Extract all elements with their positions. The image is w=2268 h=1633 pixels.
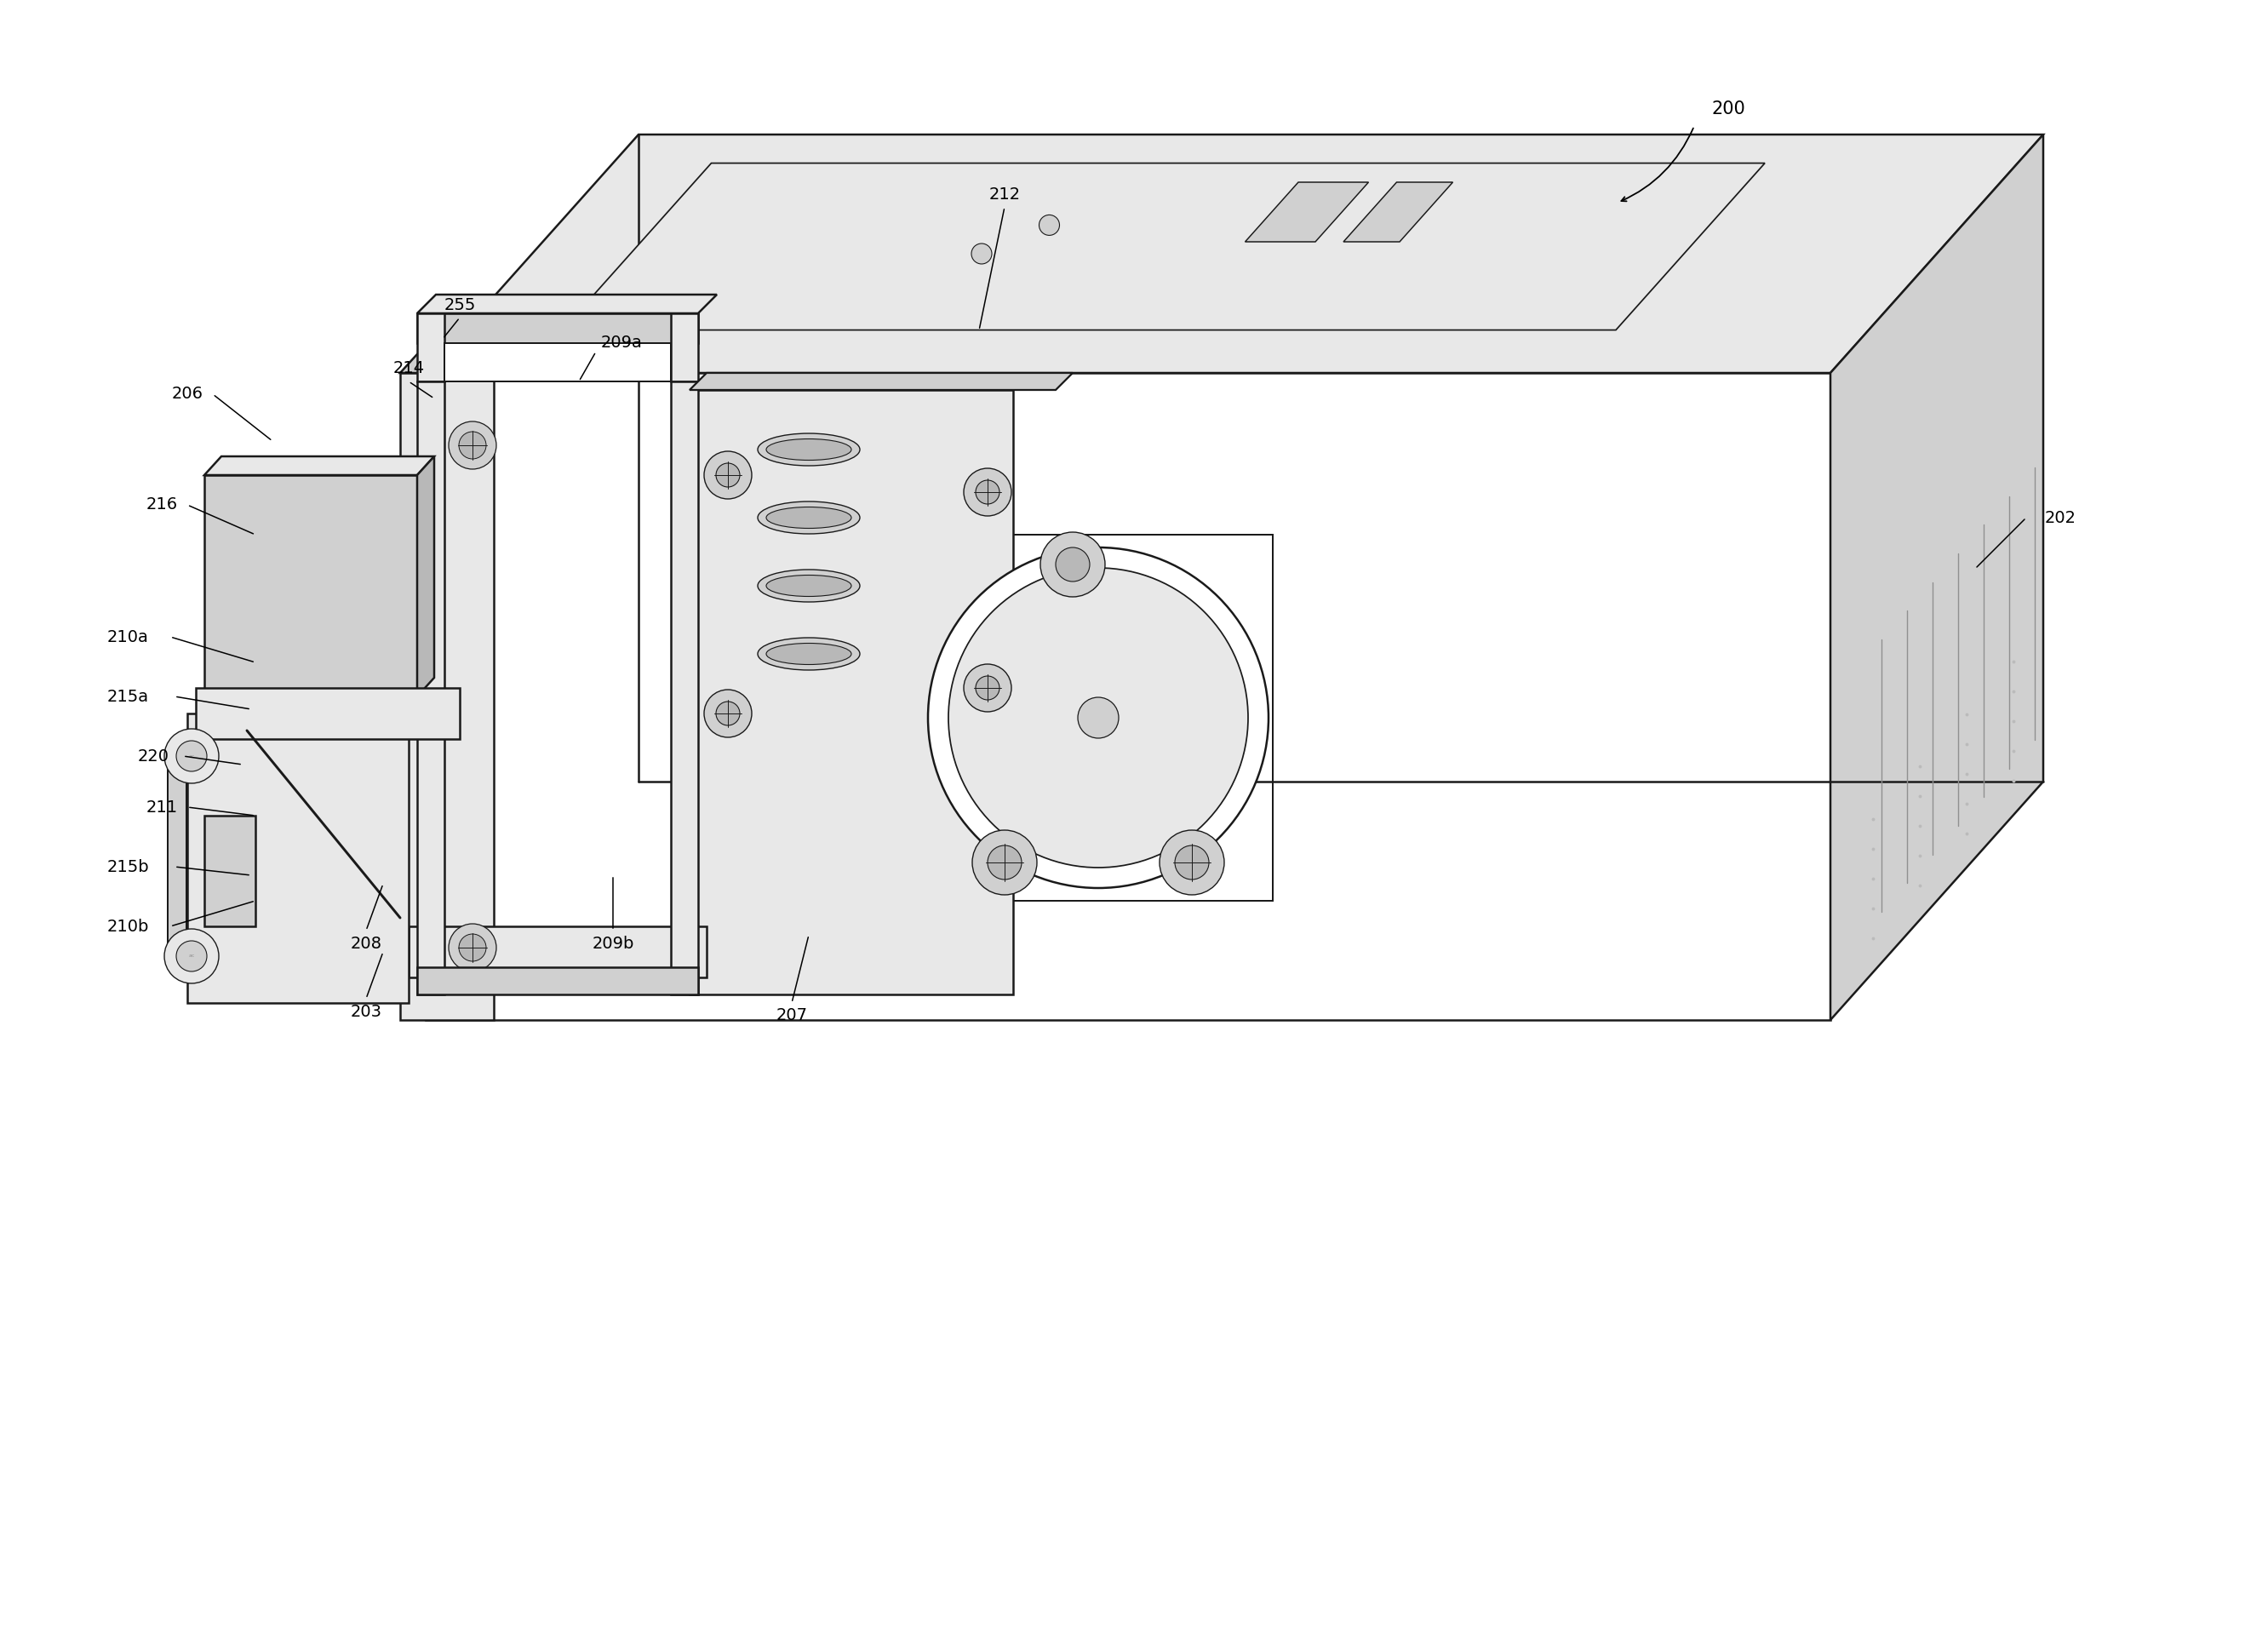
Circle shape [449,924,497,972]
Circle shape [973,830,1036,895]
Ellipse shape [758,501,860,534]
Ellipse shape [758,433,860,465]
Polygon shape [204,815,256,926]
Polygon shape [195,687,460,740]
Polygon shape [671,314,699,382]
Text: 209b: 209b [592,936,635,952]
Circle shape [177,941,206,972]
Polygon shape [408,926,708,978]
Circle shape [717,464,739,487]
Text: 202: 202 [2043,509,2075,526]
Text: 214: 214 [392,361,424,377]
Text: 216: 216 [145,496,177,513]
Text: 208: 208 [349,936,381,952]
Polygon shape [671,382,699,994]
Circle shape [964,665,1012,712]
Polygon shape [445,343,671,382]
Polygon shape [1830,134,2043,1021]
Polygon shape [399,354,510,372]
Text: 210b: 210b [107,918,150,934]
Polygon shape [417,314,699,343]
Polygon shape [417,456,433,696]
Polygon shape [417,967,699,994]
Circle shape [177,741,206,771]
Polygon shape [204,475,417,696]
Polygon shape [689,390,1014,994]
Circle shape [1039,216,1059,235]
Text: 207: 207 [776,1008,807,1024]
Text: ac: ac [188,754,195,758]
Text: 255: 255 [445,297,476,314]
Polygon shape [417,314,445,382]
Text: 215b: 215b [107,859,150,875]
Circle shape [703,451,751,500]
Polygon shape [689,372,1073,390]
Text: ac: ac [188,954,195,959]
Ellipse shape [767,439,850,461]
Ellipse shape [758,639,860,670]
Circle shape [163,929,218,983]
Circle shape [163,728,218,784]
Circle shape [948,568,1247,867]
Circle shape [964,469,1012,516]
Text: 211: 211 [145,799,177,815]
Circle shape [449,421,497,469]
Text: 220: 220 [138,748,170,764]
Polygon shape [426,372,1830,1021]
Polygon shape [562,163,1765,330]
Circle shape [1041,532,1105,596]
Circle shape [703,689,751,738]
Text: 209a: 209a [601,335,642,351]
Polygon shape [188,714,408,1003]
Circle shape [717,702,739,725]
Ellipse shape [767,575,850,596]
Ellipse shape [767,643,850,665]
Polygon shape [426,134,2043,372]
Circle shape [971,243,991,265]
Circle shape [458,934,485,962]
Circle shape [1175,846,1209,880]
Polygon shape [168,756,186,957]
Circle shape [458,431,485,459]
Text: 206: 206 [172,385,204,402]
Ellipse shape [767,506,850,529]
Polygon shape [204,456,433,475]
Circle shape [1055,547,1089,581]
Circle shape [975,676,1000,701]
Circle shape [987,846,1021,880]
Circle shape [928,547,1268,888]
Circle shape [1077,697,1118,738]
Text: 212: 212 [989,186,1021,202]
Circle shape [975,480,1000,505]
Polygon shape [1343,183,1454,242]
Polygon shape [417,382,445,994]
Ellipse shape [758,570,860,603]
Text: 210a: 210a [107,629,147,645]
Polygon shape [399,372,494,1021]
Circle shape [1159,830,1225,895]
Text: 215a: 215a [107,689,150,704]
Text: 200: 200 [1712,101,1744,118]
Polygon shape [417,294,717,314]
Text: 203: 203 [349,1003,381,1019]
Polygon shape [1245,183,1368,242]
